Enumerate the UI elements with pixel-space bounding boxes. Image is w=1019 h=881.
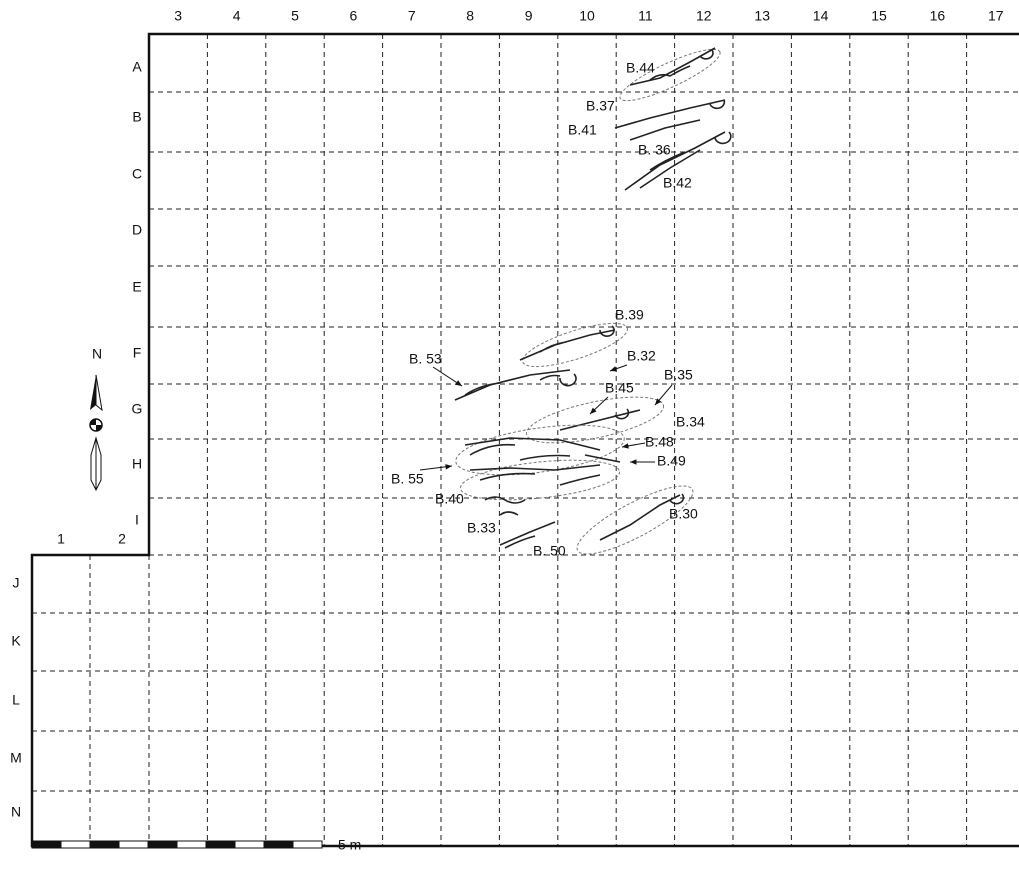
column-label: 8	[466, 8, 474, 24]
burial-label: B.32	[627, 348, 656, 364]
column-label: 10	[579, 8, 595, 24]
burial-label: B.40	[435, 491, 464, 507]
burial-label: B.39	[615, 307, 644, 323]
scale-segment	[234, 840, 265, 849]
column-label: 9	[525, 8, 533, 24]
column-label: 1	[57, 531, 65, 547]
column-label: 11	[638, 8, 653, 24]
scale-segment	[31, 840, 62, 849]
column-label: 5	[291, 8, 299, 24]
burial-drawings	[454, 47, 732, 555]
burial-label: B. 53	[409, 351, 442, 367]
row-label: J	[13, 575, 20, 591]
arrow-head	[445, 464, 452, 470]
burial-label: B. 36	[638, 142, 671, 158]
burial-label: B.34	[676, 414, 705, 430]
row-label: G	[132, 401, 143, 417]
scale-segment	[60, 840, 91, 849]
column-label: 12	[696, 8, 712, 24]
scale-segment	[118, 840, 149, 849]
burial-label: B.37	[586, 98, 615, 114]
burial-label: B.41	[568, 122, 597, 138]
burial-label: B.35	[664, 367, 693, 383]
north-label: N	[92, 346, 102, 362]
column-label: 15	[871, 8, 887, 24]
burial-label: B.48	[645, 434, 674, 450]
column-label: 16	[930, 8, 946, 24]
row-label: M	[10, 750, 22, 766]
scale-segment	[176, 840, 207, 849]
column-label: 3	[174, 8, 182, 24]
scale-segment	[205, 840, 236, 849]
burial-label: B.30	[669, 506, 698, 522]
row-label: A	[132, 59, 142, 75]
arrow-head	[455, 380, 462, 386]
row-label: I	[135, 512, 139, 528]
arrow-head	[622, 443, 629, 449]
column-label: 17	[988, 8, 1004, 24]
row-label: C	[132, 166, 142, 182]
scale-segment	[89, 840, 120, 849]
scale-label: 5 m	[338, 837, 361, 853]
burial-label: B.49	[657, 453, 686, 469]
column-label: 4	[233, 8, 241, 24]
row-label: E	[132, 279, 141, 295]
column-label: 13	[754, 8, 770, 24]
burial-label: B.44	[626, 60, 655, 76]
row-label: K	[11, 633, 21, 649]
row-label: L	[12, 692, 20, 708]
row-label: F	[133, 345, 142, 361]
scale-segment	[263, 840, 294, 849]
arrow-head	[590, 407, 597, 414]
column-label: 7	[408, 8, 416, 24]
row-label: D	[132, 222, 142, 238]
scale-segment	[292, 840, 323, 849]
arrow-head	[610, 366, 617, 372]
column-label: 14	[813, 8, 829, 24]
burial-label: B.42	[663, 175, 692, 191]
arrow-head	[655, 398, 662, 405]
north-arrow	[89, 374, 103, 492]
burial-label: B. 55	[391, 471, 424, 487]
plan-boundary	[30, 32, 1019, 848]
burial-label: B.45	[605, 380, 634, 396]
column-label: 6	[350, 8, 358, 24]
column-label: 2	[118, 531, 126, 547]
row-label: H	[132, 456, 142, 472]
burial-label: B. 50	[533, 543, 566, 559]
row-label: B	[132, 109, 141, 125]
burial-label: B.33	[467, 520, 496, 536]
row-label: N	[11, 804, 21, 820]
scale-segment	[147, 840, 178, 849]
arrow-head	[630, 459, 637, 465]
